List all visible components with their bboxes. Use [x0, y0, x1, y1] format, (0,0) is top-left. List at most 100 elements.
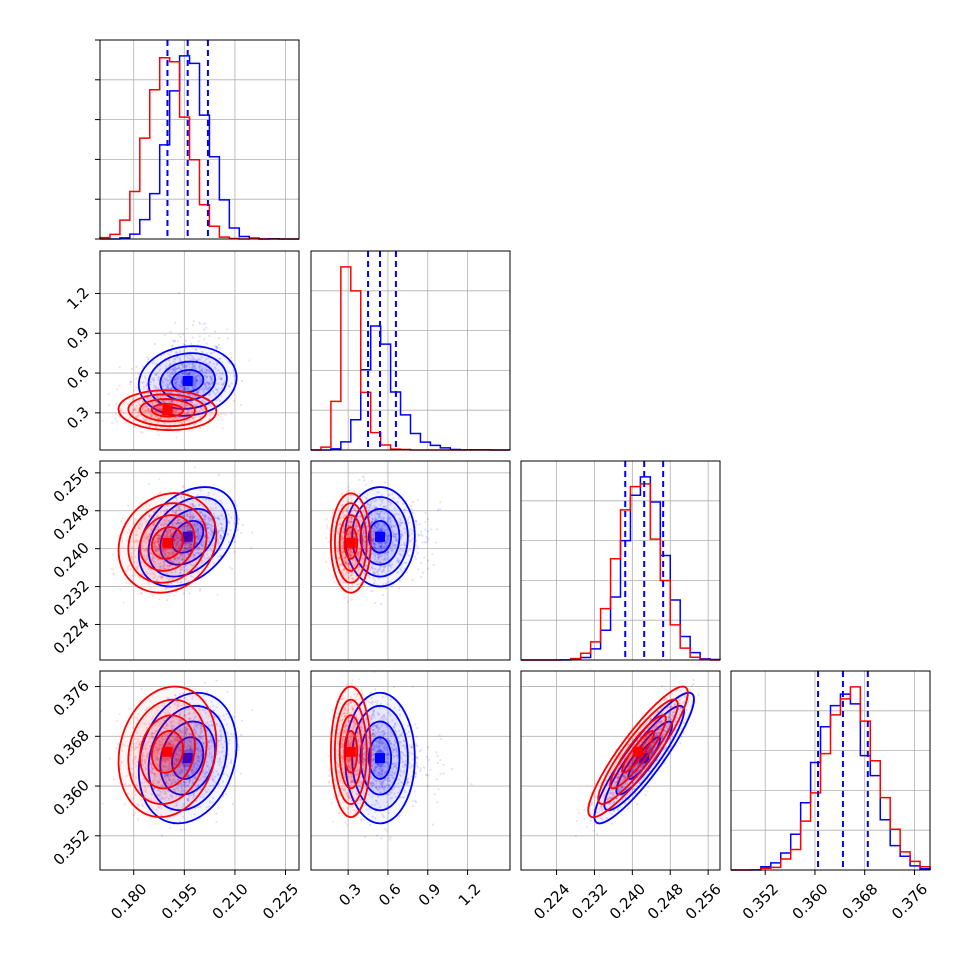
sample-point — [230, 412, 233, 415]
sample-point — [154, 400, 158, 404]
sample-point — [203, 385, 206, 388]
sample-point — [333, 581, 336, 584]
sample-point — [191, 395, 194, 398]
sample-point — [151, 377, 154, 381]
sample-point — [198, 410, 201, 413]
sample-point — [171, 418, 175, 421]
sample-point — [199, 347, 202, 350]
sample-point — [226, 370, 229, 373]
sample-point — [177, 416, 180, 419]
sample-point — [166, 582, 170, 586]
sample-point — [419, 533, 423, 536]
sample-point — [192, 382, 195, 386]
sample-point — [212, 389, 215, 393]
sample-point — [184, 403, 187, 406]
sample-point — [198, 379, 201, 383]
sample-point — [158, 405, 161, 408]
sample-point — [146, 392, 149, 395]
sample-point — [164, 378, 167, 382]
sample-point — [133, 408, 137, 411]
sample-point — [187, 399, 190, 402]
sample-point — [111, 421, 114, 425]
sample-point — [187, 386, 190, 389]
sample-point — [180, 415, 183, 418]
sample-point — [158, 408, 161, 411]
sample-point — [211, 378, 214, 381]
sample-point — [190, 354, 193, 357]
sample-point — [188, 407, 191, 411]
sample-point — [172, 413, 175, 416]
sample-point — [180, 397, 183, 400]
sample-point — [198, 388, 202, 391]
sample-point — [205, 371, 208, 374]
sample-point — [139, 380, 142, 384]
sample-point — [206, 381, 209, 384]
sample-point — [158, 405, 161, 408]
sample-point — [191, 417, 194, 420]
sample-point — [197, 391, 200, 394]
sample-point — [147, 408, 150, 411]
sample-point — [119, 587, 122, 591]
sample-point — [172, 409, 175, 412]
sample-point — [143, 407, 147, 410]
sample-point — [170, 534, 173, 537]
sample-point — [201, 368, 204, 372]
sample-point — [171, 368, 174, 371]
sample-point — [158, 478, 161, 481]
sample-point — [180, 383, 183, 386]
sample-point — [194, 384, 197, 387]
sample-point — [142, 405, 145, 408]
sample-point — [240, 531, 243, 535]
sample-point — [168, 359, 171, 362]
sample-point — [153, 416, 157, 419]
sample-point — [213, 366, 216, 369]
sample-point — [169, 363, 172, 366]
sample-point — [207, 369, 210, 372]
sample-point — [217, 336, 221, 340]
sample-point — [193, 376, 196, 380]
sample-point — [168, 548, 171, 551]
sample-point — [184, 371, 187, 375]
sample-point — [176, 377, 179, 381]
sample-point — [164, 387, 168, 390]
sample-point — [175, 412, 178, 415]
sample-point — [170, 391, 174, 394]
sample-point — [171, 400, 174, 403]
sample-point — [181, 422, 184, 425]
sample-point — [211, 374, 215, 377]
sample-point — [167, 417, 171, 420]
sample-point — [176, 411, 179, 415]
sample-point — [174, 409, 177, 413]
sample-point — [186, 420, 189, 423]
sample-point — [230, 382, 233, 385]
sample-point — [184, 406, 187, 409]
sample-point — [180, 416, 183, 419]
sample-point — [148, 412, 151, 415]
sample-point — [198, 409, 201, 413]
sample-point — [145, 382, 149, 385]
sample-point — [180, 538, 183, 542]
sample-point — [126, 393, 130, 397]
sample-point — [211, 382, 214, 385]
sample-point — [188, 371, 191, 375]
sample-point — [151, 391, 155, 394]
sample-point — [135, 377, 138, 380]
sample-point — [191, 402, 194, 405]
sample-point — [200, 576, 203, 579]
sample-point — [202, 386, 205, 389]
sample-point — [189, 400, 192, 404]
sample-point — [188, 363, 191, 366]
sample-point — [194, 394, 197, 398]
sample-point — [186, 356, 189, 359]
sample-point — [134, 425, 137, 428]
sample-point — [161, 426, 164, 429]
sample-point — [146, 411, 149, 414]
sample-point — [205, 375, 209, 378]
sample-point — [170, 387, 173, 390]
sample-point — [205, 386, 208, 390]
sample-point — [132, 408, 136, 412]
sample-point — [186, 409, 189, 412]
sample-point — [185, 372, 188, 376]
sample-point — [194, 367, 197, 370]
sample-point — [216, 388, 219, 391]
